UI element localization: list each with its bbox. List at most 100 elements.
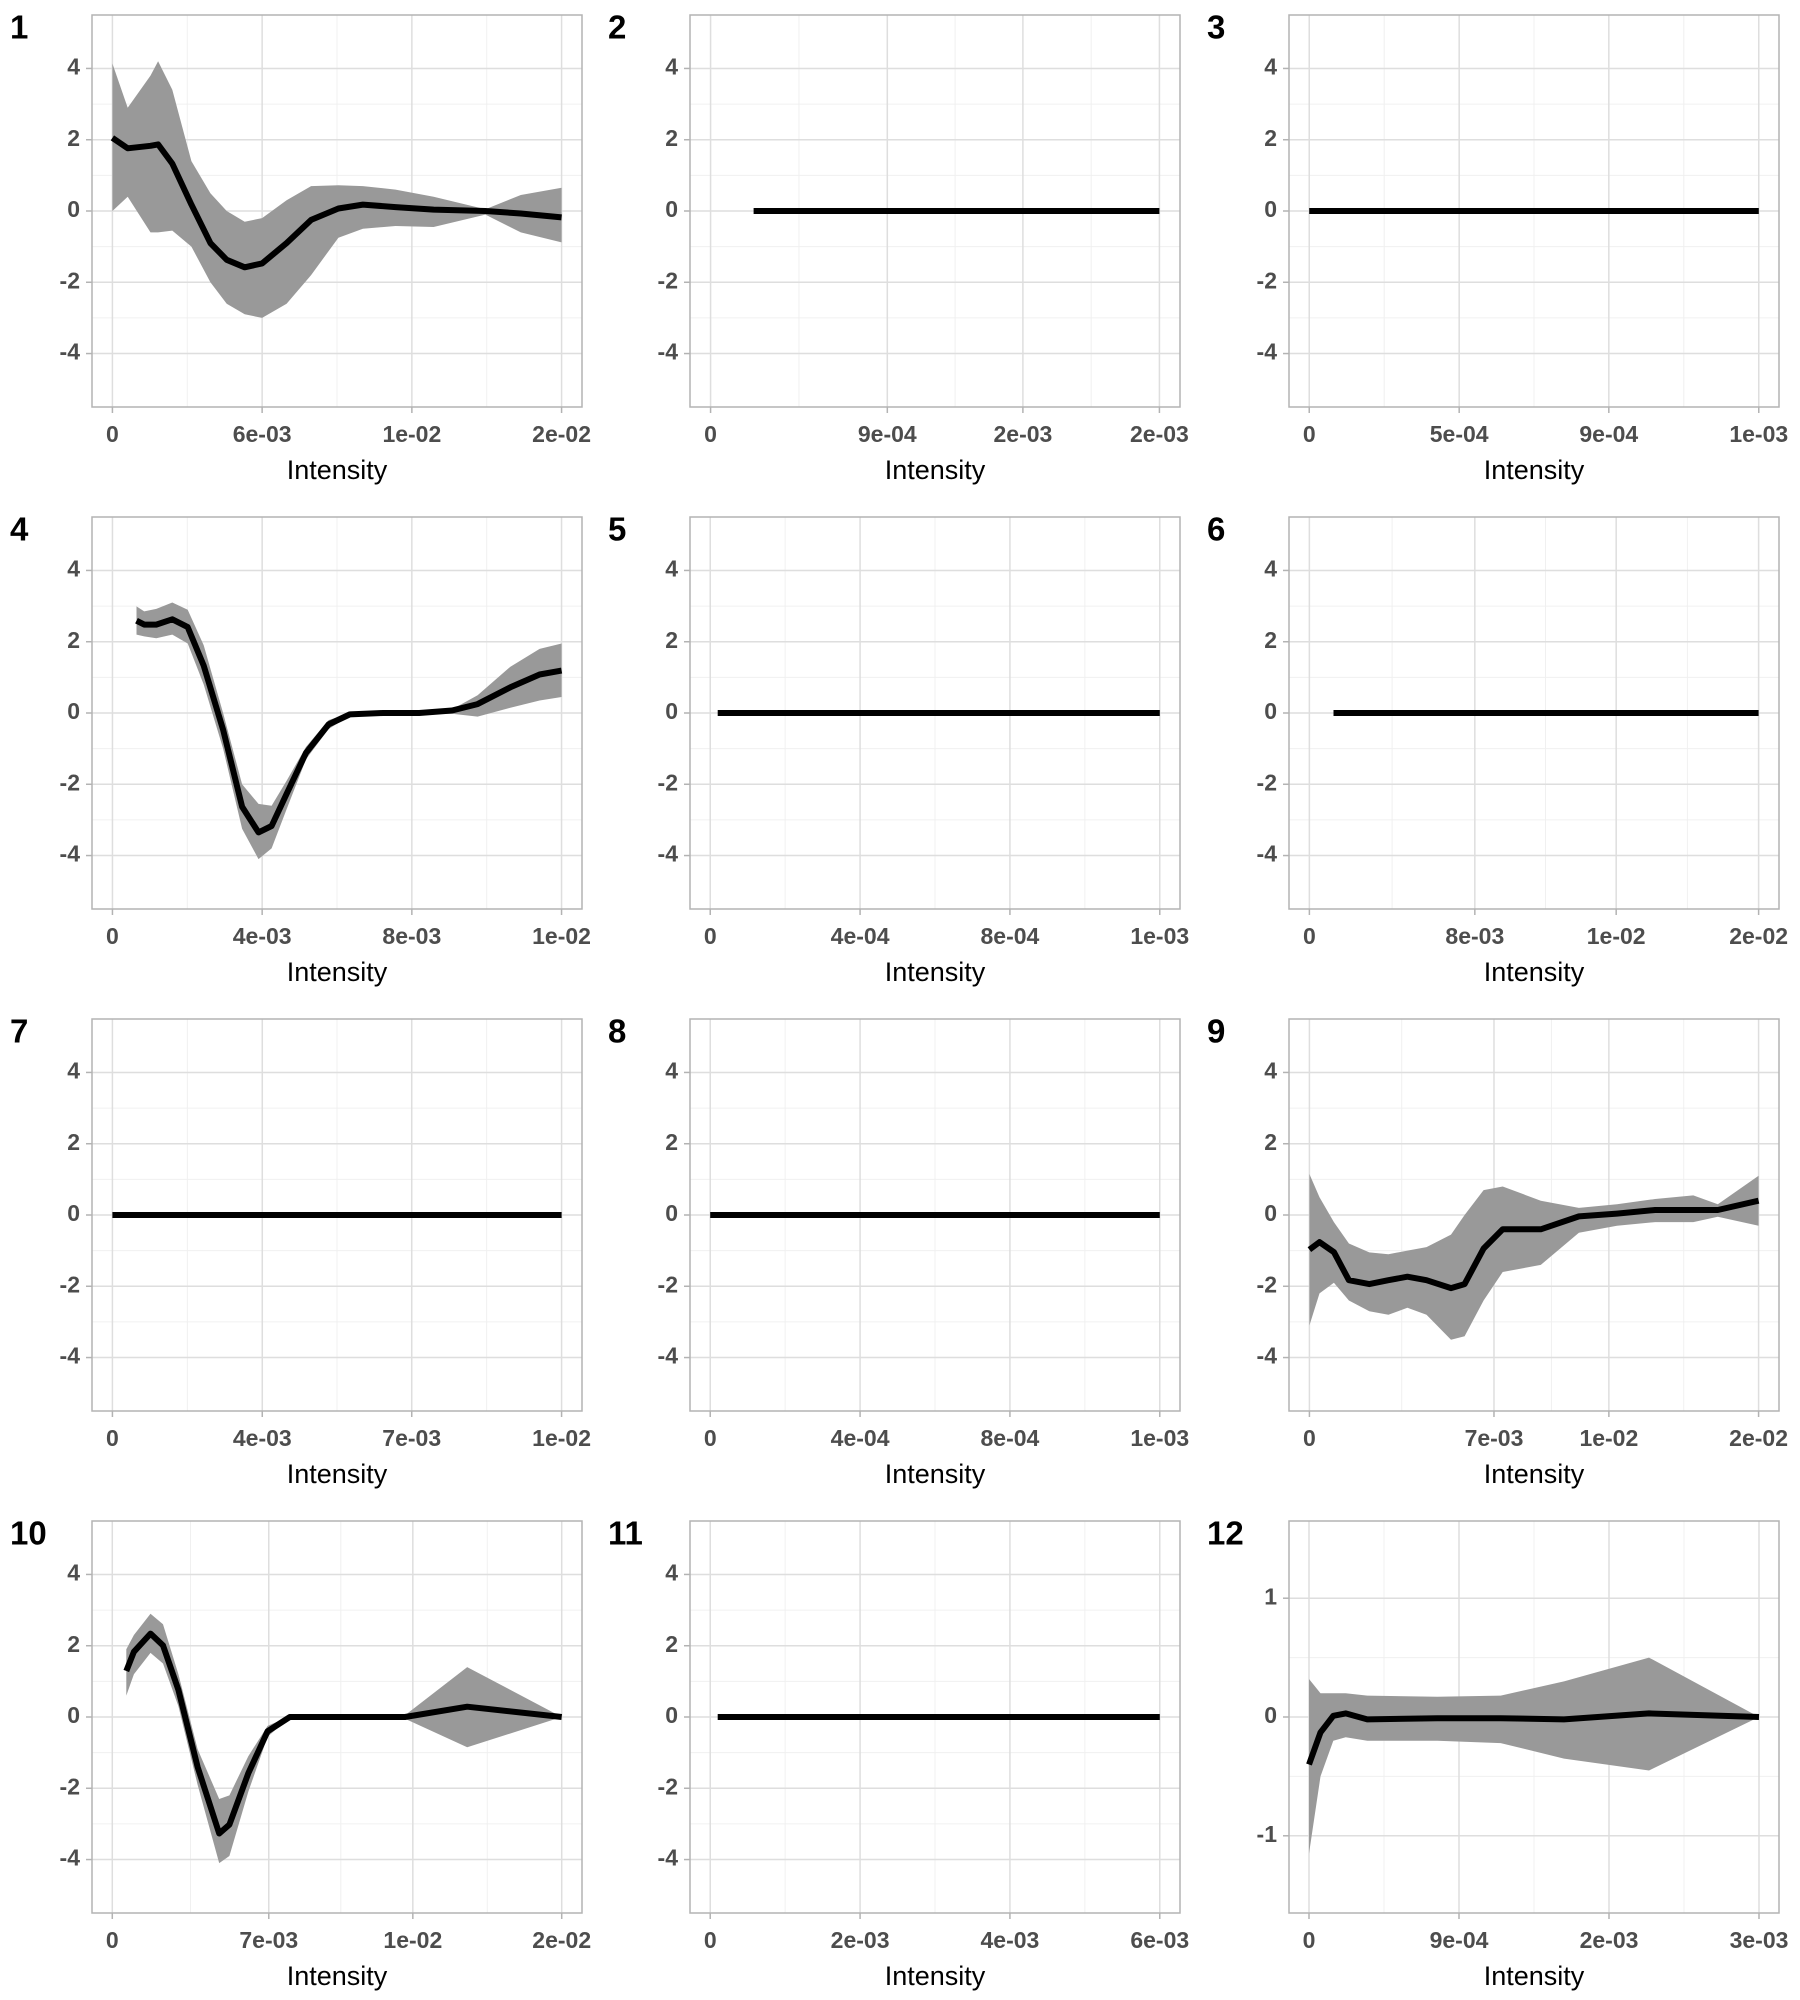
- y-tick-label: 0: [1264, 1702, 1277, 1728]
- x-axis-title: Intensity: [1484, 455, 1585, 485]
- y-tick-label: 2: [1264, 1129, 1277, 1155]
- confidence-band: [136, 602, 562, 860]
- y-tick-label: 4: [665, 54, 678, 80]
- y-tick-label: 4: [67, 1560, 80, 1586]
- x-tick-label: 0: [704, 1927, 717, 1953]
- y-tick-label: -2: [60, 267, 80, 293]
- x-tick-label: 1e-02: [1587, 923, 1646, 949]
- y-tick-label: 4: [1264, 54, 1277, 80]
- y-tick-label: 2: [665, 1129, 678, 1155]
- panel-title: 11: [608, 1515, 643, 1552]
- x-tick-label: 0: [106, 1927, 119, 1953]
- x-tick-label: 1e-02: [532, 1425, 591, 1451]
- line: [123, 1630, 563, 1837]
- y-tick-label: 0: [665, 698, 678, 724]
- x-axis-title: Intensity: [885, 455, 986, 485]
- panel-title: 6: [1207, 511, 1225, 548]
- y-tick-label: 0: [67, 698, 80, 724]
- x-axis-title: Intensity: [885, 1459, 986, 1489]
- y-tick-label: -2: [60, 769, 80, 795]
- panel-title: 4: [10, 511, 29, 548]
- x-tick-label: 0: [704, 421, 717, 447]
- y-tick-label: 0: [1264, 1200, 1277, 1226]
- x-tick-label: 4e-03: [981, 1927, 1040, 1953]
- x-axis-title: Intensity: [1484, 957, 1585, 987]
- x-tick-label: 2e-03: [1580, 1927, 1639, 1953]
- x-tick-label: 0: [1303, 421, 1316, 447]
- y-tick-label: 0: [1264, 196, 1277, 222]
- x-tick-label: 6e-03: [233, 421, 292, 447]
- panel-title: 7: [10, 1013, 28, 1050]
- x-axis-title: Intensity: [287, 1459, 388, 1489]
- x-tick-label: 3e-03: [1730, 1927, 1789, 1953]
- y-tick-label: -2: [1257, 1271, 1277, 1297]
- x-tick-label: 0: [106, 1425, 119, 1451]
- y-tick-label: -2: [658, 769, 678, 795]
- y-tick-label: -2: [1257, 267, 1277, 293]
- x-axis-title: Intensity: [287, 455, 388, 485]
- y-tick-label: -2: [658, 267, 678, 293]
- x-tick-label: 0: [1303, 1425, 1316, 1451]
- x-tick-label: 0: [1303, 1927, 1316, 1953]
- y-tick-label: 2: [665, 1631, 678, 1657]
- y-tick-label: 0: [665, 1200, 678, 1226]
- plot-border: [91, 1018, 583, 1412]
- y-tick-label: 2: [665, 627, 678, 653]
- y-tick-label: 0: [665, 1702, 678, 1728]
- y-tick-label: 4: [67, 54, 80, 80]
- plot-border: [91, 14, 583, 408]
- plot-border: [1288, 516, 1780, 910]
- y-tick-label: -4: [658, 339, 679, 365]
- x-tick-label: 7e-03: [239, 1927, 298, 1953]
- panel-title: 9: [1207, 1013, 1225, 1050]
- y-tick-label: -2: [60, 1773, 80, 1799]
- x-tick-label: 1e-02: [1579, 1425, 1638, 1451]
- y-tick-label: 2: [67, 627, 80, 653]
- y-tick-label: -2: [1257, 769, 1277, 795]
- y-tick-label: -4: [1257, 1343, 1278, 1369]
- x-tick-label: 9e-04: [858, 421, 917, 447]
- x-tick-label: 4e-03: [233, 1425, 292, 1451]
- y-tick-label: 2: [665, 125, 678, 151]
- x-axis-title: Intensity: [885, 957, 986, 987]
- y-tick-label: 0: [665, 196, 678, 222]
- x-tick-label: 4e-03: [233, 923, 292, 949]
- x-tick-label: 0: [106, 421, 119, 447]
- plot-border: [689, 1018, 1181, 1412]
- plot-border: [1288, 14, 1780, 408]
- panel-title: 12: [1207, 1515, 1244, 1552]
- y-tick-label: 0: [67, 196, 80, 222]
- confidence-band: [1309, 1657, 1759, 1854]
- y-tick-label: 2: [1264, 125, 1277, 151]
- x-tick-label: 0: [704, 1425, 717, 1451]
- y-tick-label: 4: [67, 556, 80, 582]
- y-tick-label: -4: [1257, 841, 1278, 867]
- x-tick-label: 6e-03: [1130, 1927, 1189, 1953]
- y-tick-label: -4: [658, 1845, 679, 1871]
- x-axis-title: Intensity: [885, 1961, 986, 1991]
- panel-title: 5: [608, 511, 626, 548]
- y-tick-label: 1: [1264, 1583, 1277, 1609]
- y-tick-label: -4: [1257, 339, 1278, 365]
- x-axis-title: Intensity: [1484, 1961, 1585, 1991]
- line: [135, 616, 563, 836]
- x-tick-label: 0: [704, 923, 717, 949]
- x-tick-label: 2e-03: [993, 421, 1052, 447]
- confidence-band: [1309, 1174, 1759, 1340]
- x-tick-label: 1e-02: [532, 923, 591, 949]
- x-tick-label: 1e-02: [382, 421, 441, 447]
- x-tick-label: 1e-03: [1729, 421, 1788, 447]
- y-tick-label: -4: [658, 1343, 679, 1369]
- plot-border: [91, 1520, 583, 1914]
- x-tick-label: 7e-03: [1465, 1425, 1524, 1451]
- x-tick-label: 2e-03: [831, 1927, 890, 1953]
- x-tick-label: 0: [1303, 923, 1316, 949]
- x-tick-label: 9e-04: [1579, 421, 1638, 447]
- plot-border: [689, 1520, 1181, 1914]
- panel-title: 3: [1207, 9, 1225, 46]
- y-tick-label: 2: [67, 1129, 80, 1155]
- x-tick-label: 1e-02: [383, 1927, 442, 1953]
- y-tick-label: -4: [60, 1343, 81, 1369]
- y-tick-label: -2: [658, 1271, 678, 1297]
